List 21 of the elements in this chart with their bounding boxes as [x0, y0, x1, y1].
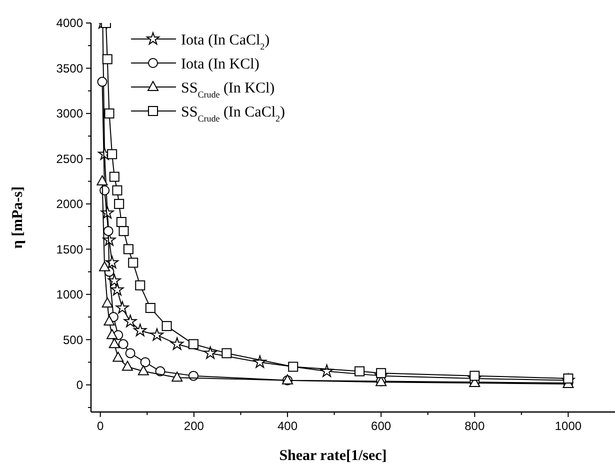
y-tick-label: 500	[62, 332, 84, 347]
legend-label: SS$_{Crude}$ (In KCl)	[181, 80, 275, 100]
legend-label: Iota (In KCl)	[181, 56, 260, 72]
x-tick-label: 0	[97, 419, 104, 433]
y-tick-label: 2500	[56, 152, 84, 166]
y-tick-label: 2000	[56, 197, 84, 212]
x-tick-label: 200	[184, 419, 204, 433]
y-tick-label: 1500	[56, 242, 84, 256]
x-tick-label: 400	[277, 419, 298, 433]
x-tick-label: 600	[371, 419, 392, 433]
y-axis-title: η [mPa-s]	[10, 186, 26, 249]
legend-label: Iota (In CaCl$_{2}$)	[181, 32, 270, 52]
y-tick-label: 0	[76, 378, 84, 392]
y-tick-label: 3000	[56, 106, 84, 121]
legend-label: SS$_{Crude}$ (In CaCl$_{2}$)	[181, 104, 286, 124]
x-axis-title: Shear rate[1/sec]	[279, 448, 387, 464]
x-tick-label: 800	[464, 419, 485, 433]
x-tick-label: 1000	[554, 419, 582, 433]
y-tick-label: 3500	[56, 61, 84, 76]
y-tick-label: 4000	[56, 16, 84, 30]
y-tick-label: 1000	[56, 288, 84, 302]
